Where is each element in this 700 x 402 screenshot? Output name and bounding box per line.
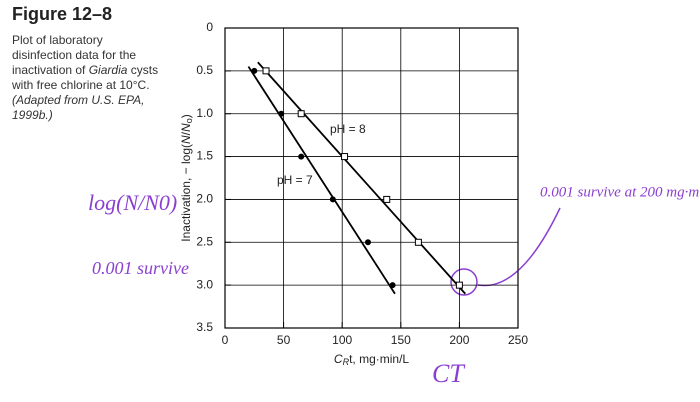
y-tick-label: 3.0 [196, 277, 213, 291]
x-tick-label: 0 [222, 333, 229, 347]
x-tick-label: 50 [277, 333, 291, 347]
y-axis-label-part: ) [179, 114, 193, 118]
point [262, 67, 270, 75]
point [364, 239, 371, 246]
y-axis-label-part: N [179, 135, 193, 144]
point [341, 153, 349, 161]
caption-source: (Adapted from U.S. EPA, 1999b.) [12, 93, 145, 122]
caption-text: Plot of laboratory disinfection data for… [12, 33, 137, 77]
handwritten-arrow [477, 207, 561, 287]
y-tick-label: 0 [206, 20, 213, 34]
point [251, 67, 258, 74]
x-tick-label: 200 [449, 333, 469, 347]
figure-label: Figure 12–8 [12, 4, 113, 24]
y-tick-label: 3.5 [196, 320, 213, 334]
point [455, 281, 463, 289]
x-tick-label: 100 [332, 333, 352, 347]
y-axis-label-part: N [179, 123, 193, 132]
y-tick-label: 0.5 [196, 63, 213, 77]
point [329, 196, 336, 203]
y-axis-label-part: Inactivation, − log( [179, 144, 193, 242]
handwritten-note: CT [432, 359, 465, 388]
point [414, 238, 422, 246]
y-tick-label: 1.5 [196, 149, 213, 163]
fit-line [247, 66, 396, 295]
x-axis-label-part: t, mg·min/L [349, 352, 409, 366]
point [389, 282, 396, 289]
point [278, 110, 285, 117]
handwritten-note: log(N/N0) [88, 190, 177, 215]
point [383, 195, 391, 203]
caption-text: cysts with free chlorine at 10°C. [12, 63, 159, 92]
y-tick-label: 1.0 [196, 106, 213, 120]
x-tick-label: 150 [391, 333, 411, 347]
caption: Plot of laboratory disinfection data for… [12, 33, 164, 123]
y-axis-label-part: o [184, 118, 194, 123]
x-axis-label-part: R [343, 357, 350, 367]
x-axis-label: CRt, mg·min/L [334, 352, 410, 367]
series-label: pH = 7 [277, 173, 313, 187]
caption-italic: Giardia [88, 63, 128, 77]
handwritten-note: 0.001 survive at 200 mg·min/L [540, 184, 700, 200]
y-tick-label: 2.5 [196, 234, 213, 248]
x-axis-label-part: C [334, 352, 343, 366]
handwritten-circle [450, 268, 478, 296]
y-tick-label: 2.0 [196, 192, 213, 206]
x-tick-label: 250 [508, 333, 528, 347]
fit-line [257, 61, 466, 295]
handwritten-note: 0.001 survive [92, 258, 189, 278]
y-axis-label-part: / [179, 131, 193, 135]
point [298, 153, 305, 160]
series-label: pH = 8 [330, 122, 366, 136]
point [297, 110, 305, 118]
y-axis-label: Inactivation, − log(N/No) [179, 114, 194, 241]
